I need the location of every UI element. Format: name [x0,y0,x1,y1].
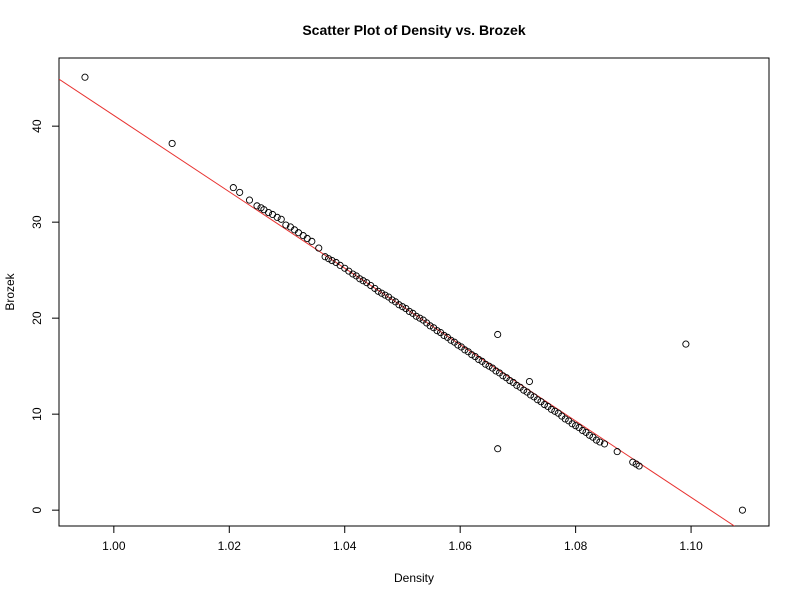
y-tick-label: 10 [30,407,44,421]
data-point [513,381,521,389]
data-point [579,426,587,435]
data-point [321,253,329,261]
data-point [328,257,336,265]
data-point [447,336,455,344]
data-point [356,275,364,283]
data-point [533,396,542,404]
data-point [273,213,281,221]
data-point [374,287,382,295]
data-point [359,277,367,285]
data-point [468,351,476,359]
data-point [388,296,396,304]
data-point [253,202,261,210]
data-point [405,307,413,315]
data-point [527,391,535,399]
data-point [315,244,323,252]
data-point [520,386,528,394]
data-point [485,362,493,370]
y-tick-label: 40 [30,119,44,133]
data-point [547,405,555,413]
data-point [596,438,604,446]
y-tick-label: 30 [30,215,44,229]
data-point [277,215,285,223]
x-tick-label: 1.08 [564,539,588,553]
data-point [426,322,434,330]
data-point [245,196,254,204]
points-layer [81,73,746,514]
data-point [629,458,637,466]
x-tick-label: 1.02 [218,539,242,553]
data-point [561,415,569,423]
data-point [635,462,643,470]
data-point [592,436,600,444]
data-point [506,377,514,385]
data-point [264,209,273,217]
data-point [499,372,507,380]
data-point [540,401,549,409]
plot-frame [58,57,770,527]
data-point [454,341,462,349]
data-point [378,289,386,297]
y-axis: 0 10 20 30 40 [30,119,60,514]
y-axis-label: Brozek [3,272,17,310]
x-tick-label: 1.04 [333,539,357,553]
data-point [585,431,594,439]
data-point [416,314,424,322]
data-point [492,367,500,375]
data-point [308,237,316,245]
data-point [440,331,448,339]
x-tick-label: 1.00 [102,539,126,553]
data-point [738,506,746,514]
data-point [613,448,621,456]
data-point [568,420,576,428]
data-point [395,301,403,309]
data-point [398,303,407,311]
data-point [236,188,244,196]
y-tick-label: 20 [30,311,44,325]
data-point [433,327,441,335]
chart-title: Scatter Plot of Density vs. Brozek [302,22,526,38]
data-point [168,139,176,147]
data-point [600,440,609,448]
x-axis-label: Density [394,571,434,585]
data-point [229,184,237,192]
data-point [412,312,420,320]
data-point [325,255,333,263]
x-tick-label: 1.10 [679,539,703,553]
data-point [282,221,290,229]
data-point [682,340,690,348]
data-point [461,346,469,354]
data-point [482,360,490,368]
data-point [349,270,357,278]
x-axis: 1.00 1.02 1.04 1.06 1.08 1.10 [102,525,703,553]
data-point [551,407,559,415]
data-point [475,355,483,363]
data-point [572,422,580,430]
data-point [494,330,502,339]
data-point [494,445,502,453]
x-tick-label: 1.06 [448,539,472,553]
data-point [81,73,89,81]
data-point [381,291,389,299]
y-tick-label: 0 [30,507,44,514]
data-point [525,377,533,386]
